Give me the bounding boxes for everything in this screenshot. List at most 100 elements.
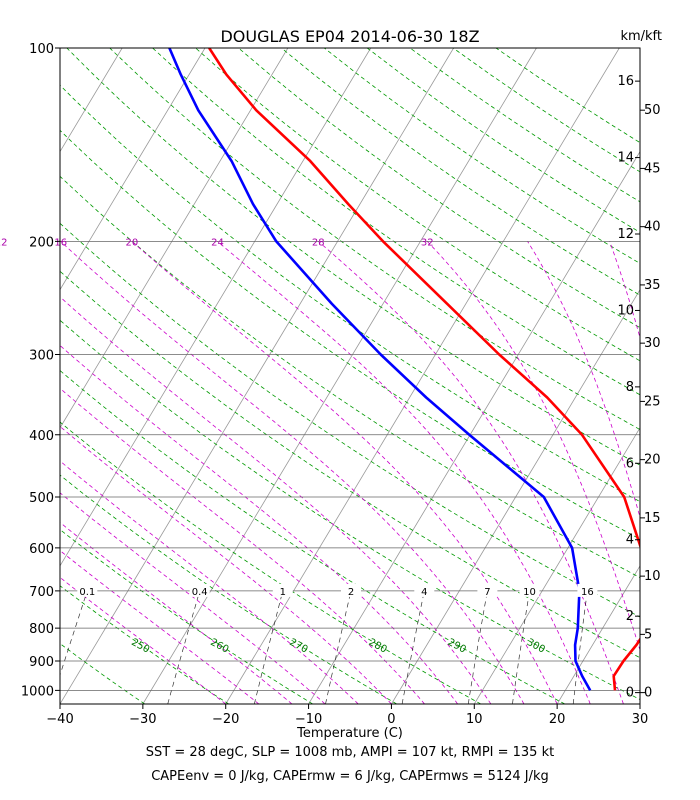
- mixing-ratio-label: 1: [280, 587, 286, 598]
- dry-adiabat-line: [60, 529, 313, 704]
- pressure-tick-label: 800: [29, 622, 54, 637]
- km-tick-label: 16: [617, 74, 634, 89]
- mixing-ratio-line: [325, 590, 352, 704]
- dry-adiabat-line: [324, 48, 640, 264]
- pressure-tick-label: 1000: [21, 684, 54, 699]
- kft-tick-label: 10: [644, 569, 661, 584]
- km-tick-label: 10: [617, 303, 634, 318]
- dry-adiabat-line: [195, 48, 640, 362]
- mixing-ratio-line: [401, 590, 425, 704]
- pressure-tick-label: 300: [29, 348, 54, 363]
- dry-adiabat-label: 250: [129, 637, 151, 656]
- moist-adiabat-label: 24: [211, 237, 224, 248]
- dry-adiabat-label: 280: [367, 637, 389, 656]
- dry-adiabat-line: [60, 175, 640, 579]
- kft-tick-label: 40: [644, 220, 661, 235]
- footer-line-2: CAPEenv = 0 J/kg, CAPErmw = 6 J/kg, CAPE…: [151, 769, 549, 784]
- mixing-ratio-label-bg: [519, 583, 540, 597]
- pressure-tick-label: 400: [29, 429, 54, 444]
- kft-tick-label: 20: [644, 453, 661, 468]
- isotherm-line: [60, 48, 123, 153]
- mixing-ratio-line: [253, 590, 284, 704]
- mixing-ratio-label: 7: [484, 587, 490, 598]
- km-tick-label: 12: [617, 227, 634, 242]
- x-tick-label: −40: [46, 712, 73, 727]
- sounding-lines: [168, 48, 640, 692]
- km-tick-label: 14: [617, 151, 634, 166]
- mixing-ratio-label-bg: [341, 583, 361, 597]
- moist-adiabat-label: 28: [312, 237, 325, 248]
- mixing-ratio-label-bg: [272, 583, 293, 597]
- dry-adiabat-line: [60, 585, 229, 704]
- isotherm-line: [225, 48, 620, 704]
- isotherm-line: [60, 48, 289, 429]
- km-tick-label: 4: [626, 533, 634, 548]
- temperature-line: [208, 48, 640, 691]
- mixing-ratio-label-bg: [77, 583, 98, 597]
- km-tick-label: 2: [626, 609, 634, 624]
- x-tick-label: 0: [387, 712, 395, 727]
- moist-adiabat-line: [60, 550, 260, 704]
- moist-adiabat-line: [60, 492, 326, 704]
- dry-adiabat-line: [238, 48, 640, 329]
- mixing-ratio-line: [572, 590, 588, 704]
- chart-title: DOUGLAS EP04 2014-06-30 18Z: [220, 27, 479, 46]
- moist-adiabat-line: [60, 425, 392, 704]
- isotherm-line: [473, 427, 640, 704]
- isotherm-line: [0, 48, 39, 704]
- mixing-ratio-label-bg: [577, 583, 598, 597]
- moist-adiabat-line: [60, 241, 525, 704]
- kft-tick-label: 45: [644, 161, 661, 176]
- dewpoint-line: [168, 48, 592, 692]
- moist-adiabat-label: 20: [126, 237, 139, 248]
- plot-frame: [59, 47, 641, 705]
- x-tick-label: 20: [549, 712, 566, 727]
- dry-adiabat-line: [60, 129, 640, 540]
- mixing-ratio-label-bg: [189, 583, 210, 597]
- x-axis-label: Temperature (C): [296, 726, 403, 741]
- dry-adiabat-label: 270: [287, 637, 309, 656]
- kft-tick-label: 50: [644, 103, 661, 118]
- x-tick-label: −20: [212, 712, 239, 727]
- kft-tick-label: 30: [644, 336, 661, 351]
- mixing-ratio-label: 16: [581, 587, 594, 598]
- dry-adiabat-label: 260: [208, 637, 230, 656]
- background-grid: [0, 48, 640, 704]
- isotherm-line: [391, 288, 640, 704]
- right-axis-label: km/kft: [620, 29, 662, 44]
- adiabat-labels: 25026027028029030081216202428320.10.4124…: [0, 237, 598, 656]
- footer-line-1: SST = 28 degC, SLP = 1008 mb, AMPI = 107…: [145, 745, 555, 760]
- x-tick-label: −30: [129, 712, 156, 727]
- pressure-tick-label: 200: [29, 235, 54, 250]
- dry-adiabat-line: [281, 48, 640, 296]
- dry-adiabat-line: [452, 48, 640, 173]
- dry-adiabat-line: [60, 421, 481, 704]
- kft-tick-label: 35: [644, 278, 661, 293]
- x-tick-label: 10: [466, 712, 483, 727]
- moist-adiabat-line: [60, 576, 226, 704]
- moist-adiabat-line: [60, 344, 459, 704]
- pressure-tick-label: 900: [29, 655, 54, 670]
- dry-adiabat-line: [60, 319, 640, 700]
- x-tick-label: 30: [632, 712, 649, 727]
- mixing-ratio-label: 4: [421, 587, 427, 598]
- moist-adiabat-line: [60, 387, 425, 704]
- dry-adiabat-line: [66, 48, 640, 466]
- mixing-ratio-line: [60, 590, 88, 677]
- km-tick-label: 8: [626, 380, 634, 395]
- pressure-tick-label: 600: [29, 542, 54, 557]
- moist-adiabat-line: [60, 460, 359, 704]
- mixing-ratio-label: 0.4: [192, 587, 208, 598]
- km-tick-label: 0: [626, 686, 634, 701]
- dry-adiabat-line: [109, 48, 640, 431]
- moist-adiabat-line: [60, 521, 293, 704]
- height-axis-ticks: 0 2 4 6 8 10 12 14 16 0 5 10 15 20 25 30 35 40 45 50: [617, 74, 660, 700]
- isotherm-line: [639, 703, 640, 704]
- x-axis-ticks: −40 −30 −20 −10 0 10 20 30: [46, 704, 648, 727]
- moist-adiabat-label: 32: [421, 237, 434, 248]
- moist-adiabat-label: 16: [54, 237, 67, 248]
- dry-adiabat-line: [495, 48, 640, 144]
- moist-adiabat-line: [318, 241, 624, 704]
